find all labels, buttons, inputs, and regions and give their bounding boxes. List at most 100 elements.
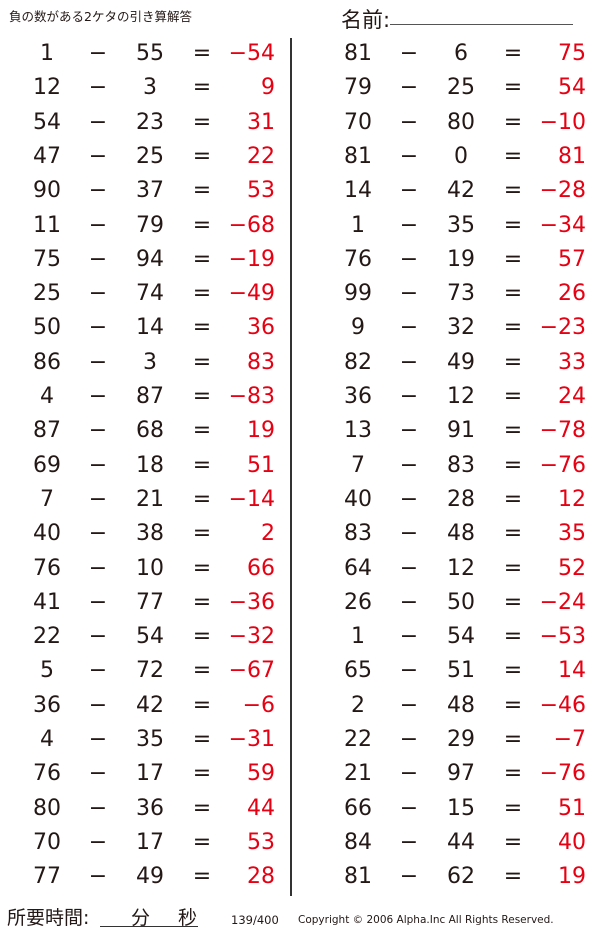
operand-a: 83 [344,521,372,547]
answer: 54 [558,75,586,101]
operand-b: 12 [447,555,475,581]
minus-sign: − [399,212,419,238]
operand-b: 17 [136,829,164,855]
answer: 2 [261,521,275,547]
worksheet-title: 負の数がある2ケタの引き算解答 [9,9,192,24]
name-label: 名前: [341,8,391,32]
minus-sign: − [399,692,419,718]
answer: 53 [247,829,275,855]
operand-a: 84 [344,829,372,855]
operand-b: 36 [136,795,164,821]
operand-a: 81 [344,143,372,169]
operand-b: 54 [447,624,475,650]
answer: 59 [247,761,275,787]
answer: 22 [247,143,275,169]
equals-sign: = [503,212,523,238]
operand-b: 87 [136,384,164,409]
answer: 51 [558,795,586,821]
operand-a: 70 [33,829,61,855]
answer: −49 [228,281,275,307]
operand-a: 22 [33,624,61,650]
answer: 51 [247,452,275,478]
equals-sign: = [503,452,523,478]
answer: −6 [242,692,275,718]
operand-b: 15 [447,795,475,821]
minus-sign: − [399,864,419,890]
equals-sign: = [503,143,523,169]
copyright: Copyright © 2006 Alpha.Inc All Rights Re… [298,914,554,926]
time-label: 所要時間: [7,907,90,929]
operand-a: 64 [344,555,372,581]
minus-sign: − [399,384,419,409]
equals-sign: = [192,452,212,478]
minus-sign: − [399,761,419,787]
answer: 12 [558,486,586,512]
operand-a: 9 [351,315,365,341]
equals-sign: = [192,624,212,650]
operand-b: 49 [447,349,475,375]
equals-sign: = [192,555,212,581]
answer: 44 [247,795,275,821]
minus-sign: − [88,829,108,855]
answer: 26 [558,281,586,307]
operand-b: 91 [447,418,475,444]
column-divider [290,38,292,896]
operand-b: 42 [136,692,164,718]
operand-a: 22 [344,727,372,752]
operand-b: 6 [454,41,468,66]
operand-a: 50 [33,315,61,341]
answer: −68 [228,212,275,238]
equals-sign: = [192,418,212,444]
minus-sign: − [88,589,108,615]
answer: −31 [228,727,275,752]
answer: −24 [539,589,586,615]
minus-sign: − [88,521,108,547]
equals-sign: = [503,589,523,615]
operand-a: 7 [351,452,365,478]
equals-sign: = [503,109,523,135]
operand-a: 5 [40,658,54,684]
operand-a: 2 [351,692,365,718]
operand-a: 21 [344,761,372,787]
minus-sign: − [399,418,419,444]
minus-sign: − [399,246,419,272]
minus-sign: − [88,727,108,752]
equals-sign: = [192,349,212,375]
operand-b: 49 [136,864,164,890]
equals-sign: = [503,315,523,341]
minutes-label: 分 [131,907,151,929]
operand-b: 51 [447,658,475,684]
minus-sign: − [88,624,108,650]
equals-sign: = [192,178,212,204]
equals-sign: = [192,109,212,135]
equals-sign: = [192,41,212,66]
minus-sign: − [88,349,108,375]
answer: 28 [247,864,275,890]
equals-sign: = [192,795,212,821]
equals-sign: = [503,692,523,718]
answer: 14 [558,658,586,684]
operand-b: 79 [136,212,164,238]
operand-a: 13 [344,418,372,444]
minus-sign: − [88,761,108,787]
operand-a: 76 [344,246,372,272]
minus-sign: − [399,727,419,752]
operand-b: 83 [447,452,475,478]
minus-sign: − [88,143,108,169]
operand-b: 29 [447,727,475,752]
operand-a: 4 [40,727,54,752]
operand-a: 40 [33,521,61,547]
operand-b: 35 [447,212,475,238]
minus-sign: − [399,109,419,135]
operand-a: 1 [351,624,365,650]
answer: 81 [558,143,586,169]
equals-sign: = [503,349,523,375]
minus-sign: − [399,555,419,581]
equals-sign: = [192,521,212,547]
minus-sign: − [399,795,419,821]
operand-b: 25 [447,75,475,101]
operand-b: 17 [136,761,164,787]
answer: 19 [558,864,586,890]
operand-a: 36 [33,692,61,718]
equals-sign: = [503,624,523,650]
